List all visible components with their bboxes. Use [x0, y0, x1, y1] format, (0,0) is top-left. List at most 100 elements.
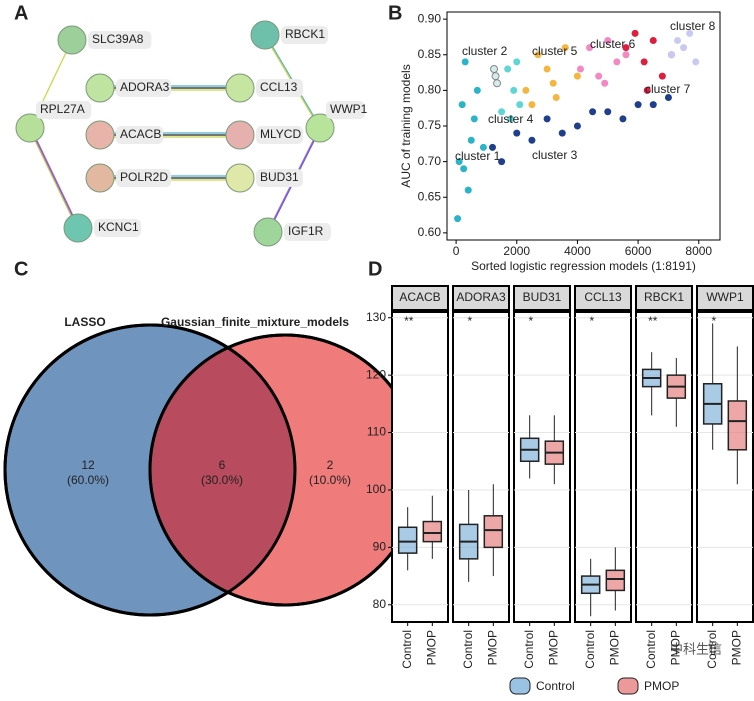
cluster-label: cluster 2 — [462, 44, 508, 58]
point — [595, 72, 603, 80]
significance: * — [528, 314, 533, 328]
facet-header — [696, 285, 754, 311]
node-label-bg — [284, 223, 331, 241]
legend-label: PMOP — [644, 679, 679, 693]
node-label: SLC39A8 — [92, 32, 144, 46]
facet-header — [635, 285, 693, 311]
node-label: MLYCD — [260, 127, 301, 141]
point — [634, 101, 642, 109]
node — [250, 20, 280, 50]
point — [479, 143, 487, 151]
box — [483, 515, 504, 549]
node — [253, 217, 283, 247]
y-tick-label: 0.85 — [418, 47, 442, 61]
point — [613, 58, 621, 66]
facet-title: BUD31 — [523, 290, 562, 304]
y-tick-label: 0.90 — [418, 11, 442, 25]
node-label: RBCK1 — [285, 27, 325, 41]
x-tick-label: PMOP — [485, 630, 499, 665]
point — [601, 79, 609, 87]
node-label: KCNC1 — [98, 220, 139, 234]
point — [552, 94, 560, 101]
point — [674, 37, 682, 44]
point — [631, 29, 639, 37]
y-axis-label: AUC of training models — [399, 64, 413, 187]
point — [604, 108, 612, 116]
point — [604, 37, 612, 44]
x-tick-label: 4000 — [564, 244, 591, 258]
point — [513, 58, 521, 66]
significance: * — [589, 314, 594, 328]
facet-panel — [513, 311, 571, 623]
edge — [29, 129, 79, 231]
node-label-bg — [116, 126, 163, 144]
point — [643, 86, 651, 94]
set-label: Gaussian_finite_mixture_models — [161, 315, 349, 329]
point — [470, 115, 478, 123]
box — [397, 526, 418, 554]
point — [664, 94, 672, 101]
point — [549, 79, 557, 87]
region-count: 12 — [81, 458, 95, 472]
node — [85, 73, 115, 103]
facet-title: ACACB — [399, 290, 440, 304]
node — [225, 120, 255, 150]
facet-header — [513, 285, 571, 311]
point — [576, 65, 584, 73]
y-tick-label: 0.70 — [418, 154, 442, 168]
panel-letter: B — [388, 2, 402, 24]
panel-letter: A — [14, 2, 28, 24]
cluster-label: cluster 5 — [532, 44, 578, 58]
node-label: RPL27A — [40, 102, 85, 116]
x-tick-label: PMOP — [546, 630, 560, 665]
y-tick-label: 130 — [366, 310, 386, 324]
point — [573, 72, 581, 80]
region-count: 6 — [219, 458, 226, 472]
y-tick-label: 90 — [373, 540, 387, 554]
facet-title: CCL13 — [584, 290, 622, 304]
watermark: 中科生信 — [670, 641, 722, 656]
point — [692, 58, 700, 66]
edge — [29, 125, 79, 227]
cluster-label: cluster 3 — [532, 148, 578, 162]
x-tick-label: 6000 — [625, 244, 652, 258]
point — [622, 44, 630, 52]
point — [640, 58, 648, 66]
region-percent: (60.0%) — [67, 473, 109, 487]
point — [516, 101, 524, 109]
significance: ** — [648, 314, 658, 328]
point — [561, 44, 569, 52]
x-tick-label: PMOP — [424, 630, 438, 665]
x-tick-label: Control — [705, 630, 719, 669]
point — [460, 165, 468, 173]
y-tick-label: 0.75 — [418, 118, 442, 132]
point — [464, 186, 472, 194]
significance: * — [711, 314, 716, 328]
facet-header — [574, 285, 632, 311]
x-tick-label: PMOP — [729, 630, 743, 665]
point — [543, 115, 551, 123]
point — [491, 72, 500, 81]
point — [454, 215, 462, 223]
node — [57, 25, 87, 55]
facet-panel — [452, 311, 510, 623]
panel-letter: D — [368, 258, 382, 280]
x-tick-label: Control — [583, 630, 597, 669]
point — [467, 136, 475, 144]
box — [422, 520, 443, 543]
x-tick-label: Control — [400, 630, 414, 669]
node-label: POLR2D — [120, 170, 168, 184]
node-label-bg — [256, 126, 303, 144]
facet-title: ADORA3 — [456, 290, 506, 304]
node-label-bg — [256, 79, 303, 97]
x-tick-label: Control — [461, 630, 475, 669]
point — [586, 44, 594, 52]
point — [573, 122, 581, 130]
node — [63, 213, 93, 243]
node-label-bg — [256, 169, 303, 187]
cluster-label: cluster 7 — [645, 82, 691, 96]
node-label-bg — [94, 219, 141, 237]
facet-title: RBCK1 — [644, 290, 684, 304]
point — [534, 51, 542, 59]
